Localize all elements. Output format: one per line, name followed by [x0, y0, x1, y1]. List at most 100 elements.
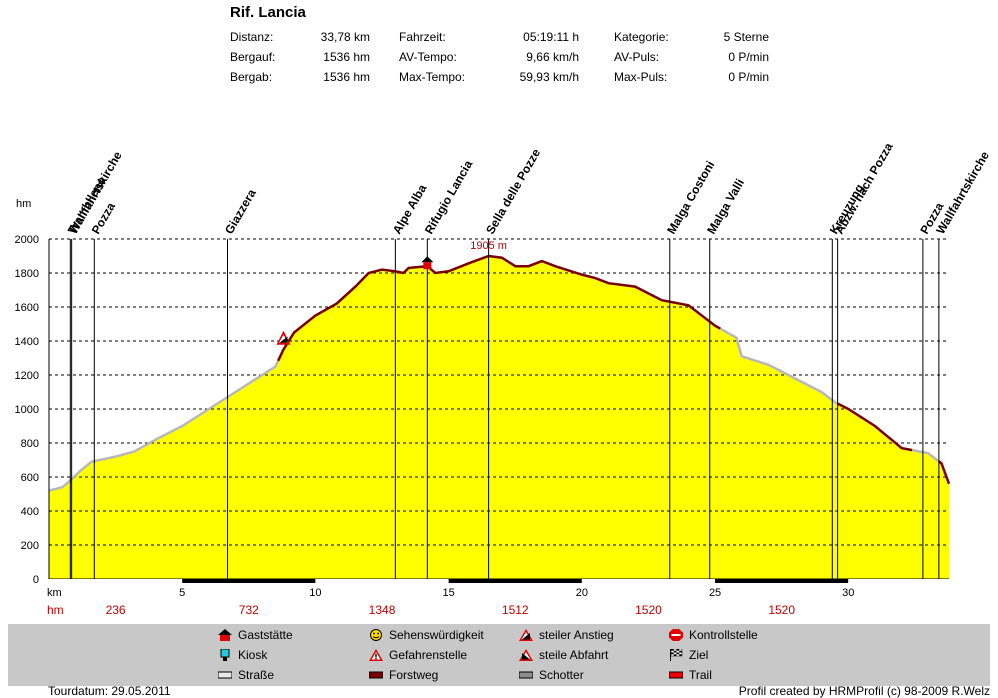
surface-segment-forstweg — [837, 402, 913, 452]
legend-label: Sehenswürdigkeit — [389, 628, 484, 642]
stat-label: Bergauf: — [230, 50, 276, 64]
steep-climb-icon — [279, 336, 288, 343]
legend-item-gaststaette: Gaststätte — [218, 628, 293, 642]
waypoint-label: Malga Valli — [704, 176, 747, 236]
surface-segment-forstweg — [938, 460, 951, 485]
legend-item-ziel: Ziel — [670, 648, 708, 662]
stat-label: AV-Tempo: — [399, 50, 457, 64]
x-tick-label: 10 — [309, 587, 321, 599]
stop-icon — [669, 629, 683, 641]
hm-row-value: 1520 — [635, 603, 662, 617]
x-axis-band — [315, 579, 449, 583]
page-title: Rif. Lancia — [230, 4, 306, 21]
legend-label: Trail — [689, 668, 712, 682]
surface-segment-forstweg — [276, 254, 722, 362]
stat-value: 05:19:11 h — [523, 30, 579, 44]
stat-label: AV-Puls: — [614, 50, 660, 64]
warning-icon — [369, 649, 383, 661]
legend-label: Gaststätte — [238, 628, 293, 642]
legend-label: steiler Anstieg — [539, 628, 614, 642]
x-tick-label: 30 — [842, 587, 854, 599]
x-axis-band — [49, 579, 183, 583]
hm-row-value: 1512 — [502, 603, 529, 617]
x-tick-label: 15 — [443, 587, 455, 599]
y-tick-label: 600 — [21, 472, 39, 484]
legend-item-strasse: Straße — [218, 668, 275, 682]
trail-icon — [669, 671, 683, 679]
legend-item-trail: Trail — [669, 668, 712, 682]
legend-label: steile Abfahrt — [539, 648, 609, 662]
legend-label: Kontrollstelle — [689, 628, 758, 642]
legend-label: Forstweg — [389, 668, 439, 682]
y-axis-unit: hm — [16, 198, 32, 210]
stat-label: Kategorie: — [614, 30, 669, 44]
gravel-icon — [519, 671, 533, 679]
x-axis-band — [182, 579, 316, 583]
smiley-icon — [370, 629, 382, 641]
hm-row-label: hm — [47, 603, 64, 617]
stat-value: 1536 hm — [323, 70, 370, 84]
forest-road-icon — [369, 671, 383, 679]
surface-segment-strasse — [911, 448, 940, 463]
legend-item-gefahrenstelle: Gefahrenstelle — [369, 648, 468, 662]
legend-item-sehenswuerdigkeit: Sehenswürdigkeit — [370, 628, 484, 642]
waypoint-label: Giazzera — [222, 186, 259, 236]
road-icon — [218, 671, 232, 679]
x-tick-label: 25 — [709, 587, 721, 599]
steep-climb-icon — [519, 629, 533, 641]
y-tick-label: 2000 — [15, 234, 39, 246]
hm-row-value: 1348 — [369, 603, 396, 617]
house-icon — [218, 629, 232, 641]
legend-label: Kiosk — [238, 648, 268, 662]
stat-value: 5 Sterne — [723, 30, 769, 44]
stats-column-1: Distanz: 33,78 km Bergauf: 1536 hm Bergab:… — [230, 30, 370, 90]
hm-row-value: 1520 — [768, 603, 795, 617]
y-tick-label: 1600 — [15, 302, 39, 314]
y-tick-label: 1800 — [15, 268, 39, 280]
y-tick-label: 400 — [21, 506, 39, 518]
y-tick-label: 200 — [21, 540, 39, 552]
legend-item-kiosk: Kiosk — [220, 648, 268, 662]
stats-column-3: Kategorie: 5 Sterne AV-Puls: 0 P/min Max-P… — [614, 30, 769, 90]
y-tick-label: 800 — [21, 438, 39, 450]
waypoint-label: Rifugio Lancia — [422, 158, 476, 237]
stat-label: Bergab: — [230, 70, 273, 84]
max-elevation-label: 1905 m — [470, 240, 507, 252]
waypoint-label: Wallfahrtskirche — [933, 149, 992, 237]
steep-descent-icon — [519, 649, 533, 661]
x-axis-band — [715, 579, 849, 583]
stat-label: Distanz: — [230, 30, 274, 44]
x-tick-label: 5 — [179, 587, 185, 599]
waypoint-label: Sella delle Pozze — [483, 146, 543, 236]
stat-label: Fahrzeit: — [399, 30, 446, 44]
hm-row-value: 732 — [239, 603, 259, 617]
stat-value: 9,66 km/h — [526, 50, 579, 64]
y-tick-label: 0 — [33, 574, 39, 586]
credit-text: Profil created by HRMProfil (c) 98-2009 … — [738, 684, 990, 698]
stat-value: 33,78 km — [320, 30, 370, 44]
legend-label: Gefahrenstelle — [389, 648, 468, 662]
y-tick-label: 1000 — [15, 404, 39, 416]
legend-item-schotter: Schotter — [519, 668, 584, 682]
kiosk-icon — [220, 649, 230, 661]
stat-label: Max-Tempo: — [399, 70, 466, 84]
house-icon — [423, 262, 432, 270]
x-axis-band — [581, 579, 716, 583]
x-axis-unit: km — [47, 587, 62, 599]
finish-flag-icon — [670, 649, 683, 661]
stat-value: 0 P/min — [728, 50, 769, 64]
y-tick-label: 1200 — [15, 370, 39, 382]
stats-column-2: Fahrzeit: 05:19:11 h AV-Tempo: 9,66 km/h M… — [399, 30, 579, 90]
house-icon — [421, 256, 434, 263]
legend-item-kontrollstelle: Kontrollstelle — [669, 628, 758, 642]
stat-value: 59,93 km/h — [519, 70, 579, 84]
hm-row-value: 236 — [106, 603, 126, 617]
legend-item-steile-abfahrt: steile Abfahrt — [519, 648, 609, 662]
stat-value: 0 P/min — [728, 70, 769, 84]
stat-value: 1536 hm — [323, 50, 370, 64]
x-axis-band — [848, 579, 949, 583]
y-tick-label: 1400 — [15, 336, 39, 348]
legend-label: Schotter — [539, 668, 584, 682]
tour-date: Tourdatum: 29.05.2011 — [48, 684, 171, 698]
legend-label: Straße — [238, 668, 275, 682]
